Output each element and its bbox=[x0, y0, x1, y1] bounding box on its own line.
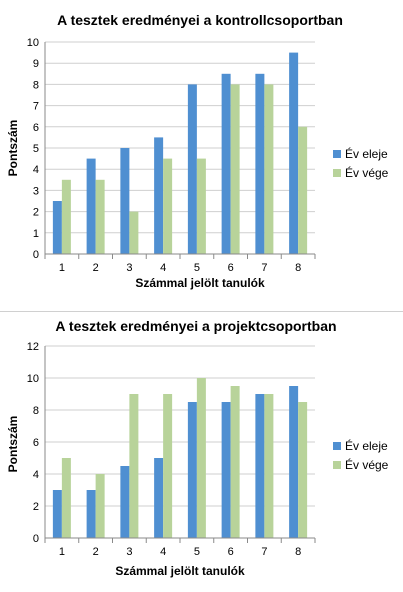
y-tick-label: 6 bbox=[33, 122, 39, 134]
y-tick-label: 8 bbox=[33, 405, 39, 417]
x-tick-label: 4 bbox=[160, 546, 166, 558]
chart-2-svg: A tesztek eredményei a projektcsoportban… bbox=[6, 318, 389, 578]
y-tick-label: 12 bbox=[27, 341, 39, 353]
bar-ev-vege bbox=[230, 84, 240, 255]
legend: Év eleje Év vége bbox=[333, 438, 389, 472]
bar-ev-vege bbox=[230, 386, 240, 538]
chart-title: A tesztek eredményei a projektcsoportban bbox=[55, 318, 336, 334]
plot-area: 0 1 2 3 4 5 6 7 8 9 10 1 2 3 4 5 6 7 8 bbox=[27, 37, 316, 274]
y-tick-label: 0 bbox=[33, 249, 39, 261]
legend-swatch bbox=[333, 461, 341, 469]
bar-ev-eleje bbox=[86, 490, 96, 538]
bar-ev-vege bbox=[264, 394, 274, 538]
x-axis-title: Számmal jelölt tanulók bbox=[135, 276, 265, 290]
legend-label: Év eleje bbox=[345, 438, 388, 453]
x-tick-label: 2 bbox=[93, 546, 99, 558]
x-tick-label: 6 bbox=[228, 546, 234, 558]
y-tick-label: 7 bbox=[33, 101, 39, 113]
legend-label: Év vége bbox=[345, 457, 389, 472]
chart-divider bbox=[0, 311, 403, 312]
bar-ev-vege bbox=[61, 458, 71, 538]
y-tick-label: 10 bbox=[27, 37, 39, 49]
x-axis-title: Számmal jelölt tanulók bbox=[115, 564, 245, 578]
bar-ev-vege bbox=[264, 84, 274, 255]
x-tick-label: 6 bbox=[228, 262, 234, 274]
bar-ev-eleje bbox=[221, 73, 231, 254]
chart-1-svg: A tesztek eredményei a kontrollcsoportba… bbox=[6, 12, 389, 290]
legend: Év eleje Év vége bbox=[333, 146, 389, 180]
x-tick-label: 7 bbox=[261, 546, 267, 558]
bar-ev-eleje bbox=[154, 137, 164, 254]
x-tick-label: 8 bbox=[295, 546, 301, 558]
chart-kontrollcsoport: A tesztek eredményei a kontrollcsoportba… bbox=[6, 12, 389, 290]
bar-ev-vege bbox=[61, 179, 71, 254]
bar-ev-eleje bbox=[255, 394, 265, 538]
x-tick-label: 8 bbox=[295, 262, 301, 274]
bar-ev-eleje bbox=[187, 84, 197, 255]
bar-ev-eleje bbox=[255, 73, 265, 254]
x-tick-label: 1 bbox=[59, 262, 65, 274]
y-tick-label: 10 bbox=[27, 373, 39, 385]
y-tick-label: 4 bbox=[33, 164, 39, 176]
bar-ev-vege bbox=[196, 158, 206, 254]
y-tick-label: 9 bbox=[33, 58, 39, 70]
legend-swatch bbox=[333, 150, 341, 158]
bar-ev-eleje bbox=[154, 458, 164, 538]
legend-swatch bbox=[333, 442, 341, 450]
y-tick-label: 2 bbox=[33, 207, 39, 219]
chart-projektcsoport: A tesztek eredményei a projektcsoportban… bbox=[0, 313, 403, 587]
y-tick-label: 1 bbox=[33, 228, 39, 240]
bar-ev-vege bbox=[196, 378, 206, 538]
y-tick-label: 5 bbox=[33, 143, 39, 155]
x-tick-label: 5 bbox=[194, 546, 200, 558]
bar-ev-vege bbox=[163, 158, 173, 254]
legend-swatch bbox=[333, 169, 341, 177]
y-tick-label: 2 bbox=[33, 501, 39, 513]
bar-ev-eleje bbox=[86, 158, 96, 254]
bar-ev-eleje bbox=[187, 402, 197, 538]
bar-ev-vege bbox=[298, 402, 308, 538]
bar-ev-eleje bbox=[289, 52, 299, 254]
bar-ev-eleje bbox=[120, 466, 130, 538]
bar-ev-vege bbox=[298, 126, 308, 254]
bar-ev-vege bbox=[95, 179, 105, 254]
legend-label: Év vége bbox=[345, 165, 389, 180]
y-axis-title: Pontszám bbox=[6, 416, 20, 473]
x-tick-label: 1 bbox=[59, 546, 65, 558]
y-tick-label: 8 bbox=[33, 79, 39, 91]
y-tick-label: 4 bbox=[33, 469, 39, 481]
bar-ev-eleje bbox=[52, 490, 62, 538]
bar-ev-vege bbox=[163, 394, 173, 538]
y-tick-label: 6 bbox=[33, 437, 39, 449]
bar-ev-vege bbox=[129, 394, 139, 538]
legend-label: Év eleje bbox=[345, 146, 388, 161]
bar-ev-eleje bbox=[52, 201, 62, 254]
x-tick-label: 7 bbox=[261, 262, 267, 274]
x-tick-label: 3 bbox=[126, 546, 132, 558]
x-tick-label: 5 bbox=[194, 262, 200, 274]
bar-ev-eleje bbox=[120, 148, 130, 254]
x-tick-label: 3 bbox=[126, 262, 132, 274]
bar-ev-eleje bbox=[221, 402, 231, 538]
bar-ev-eleje bbox=[289, 386, 299, 538]
y-tick-label: 0 bbox=[33, 533, 39, 545]
bar-ev-vege bbox=[95, 474, 105, 538]
bar-ev-vege bbox=[129, 211, 139, 254]
x-tick-label: 4 bbox=[160, 262, 166, 274]
x-tick-label: 2 bbox=[93, 262, 99, 274]
chart-title: A tesztek eredményei a kontrollcsoportba… bbox=[57, 12, 343, 28]
y-tick-label: 3 bbox=[33, 185, 39, 197]
y-axis-title: Pontszám bbox=[6, 120, 20, 177]
